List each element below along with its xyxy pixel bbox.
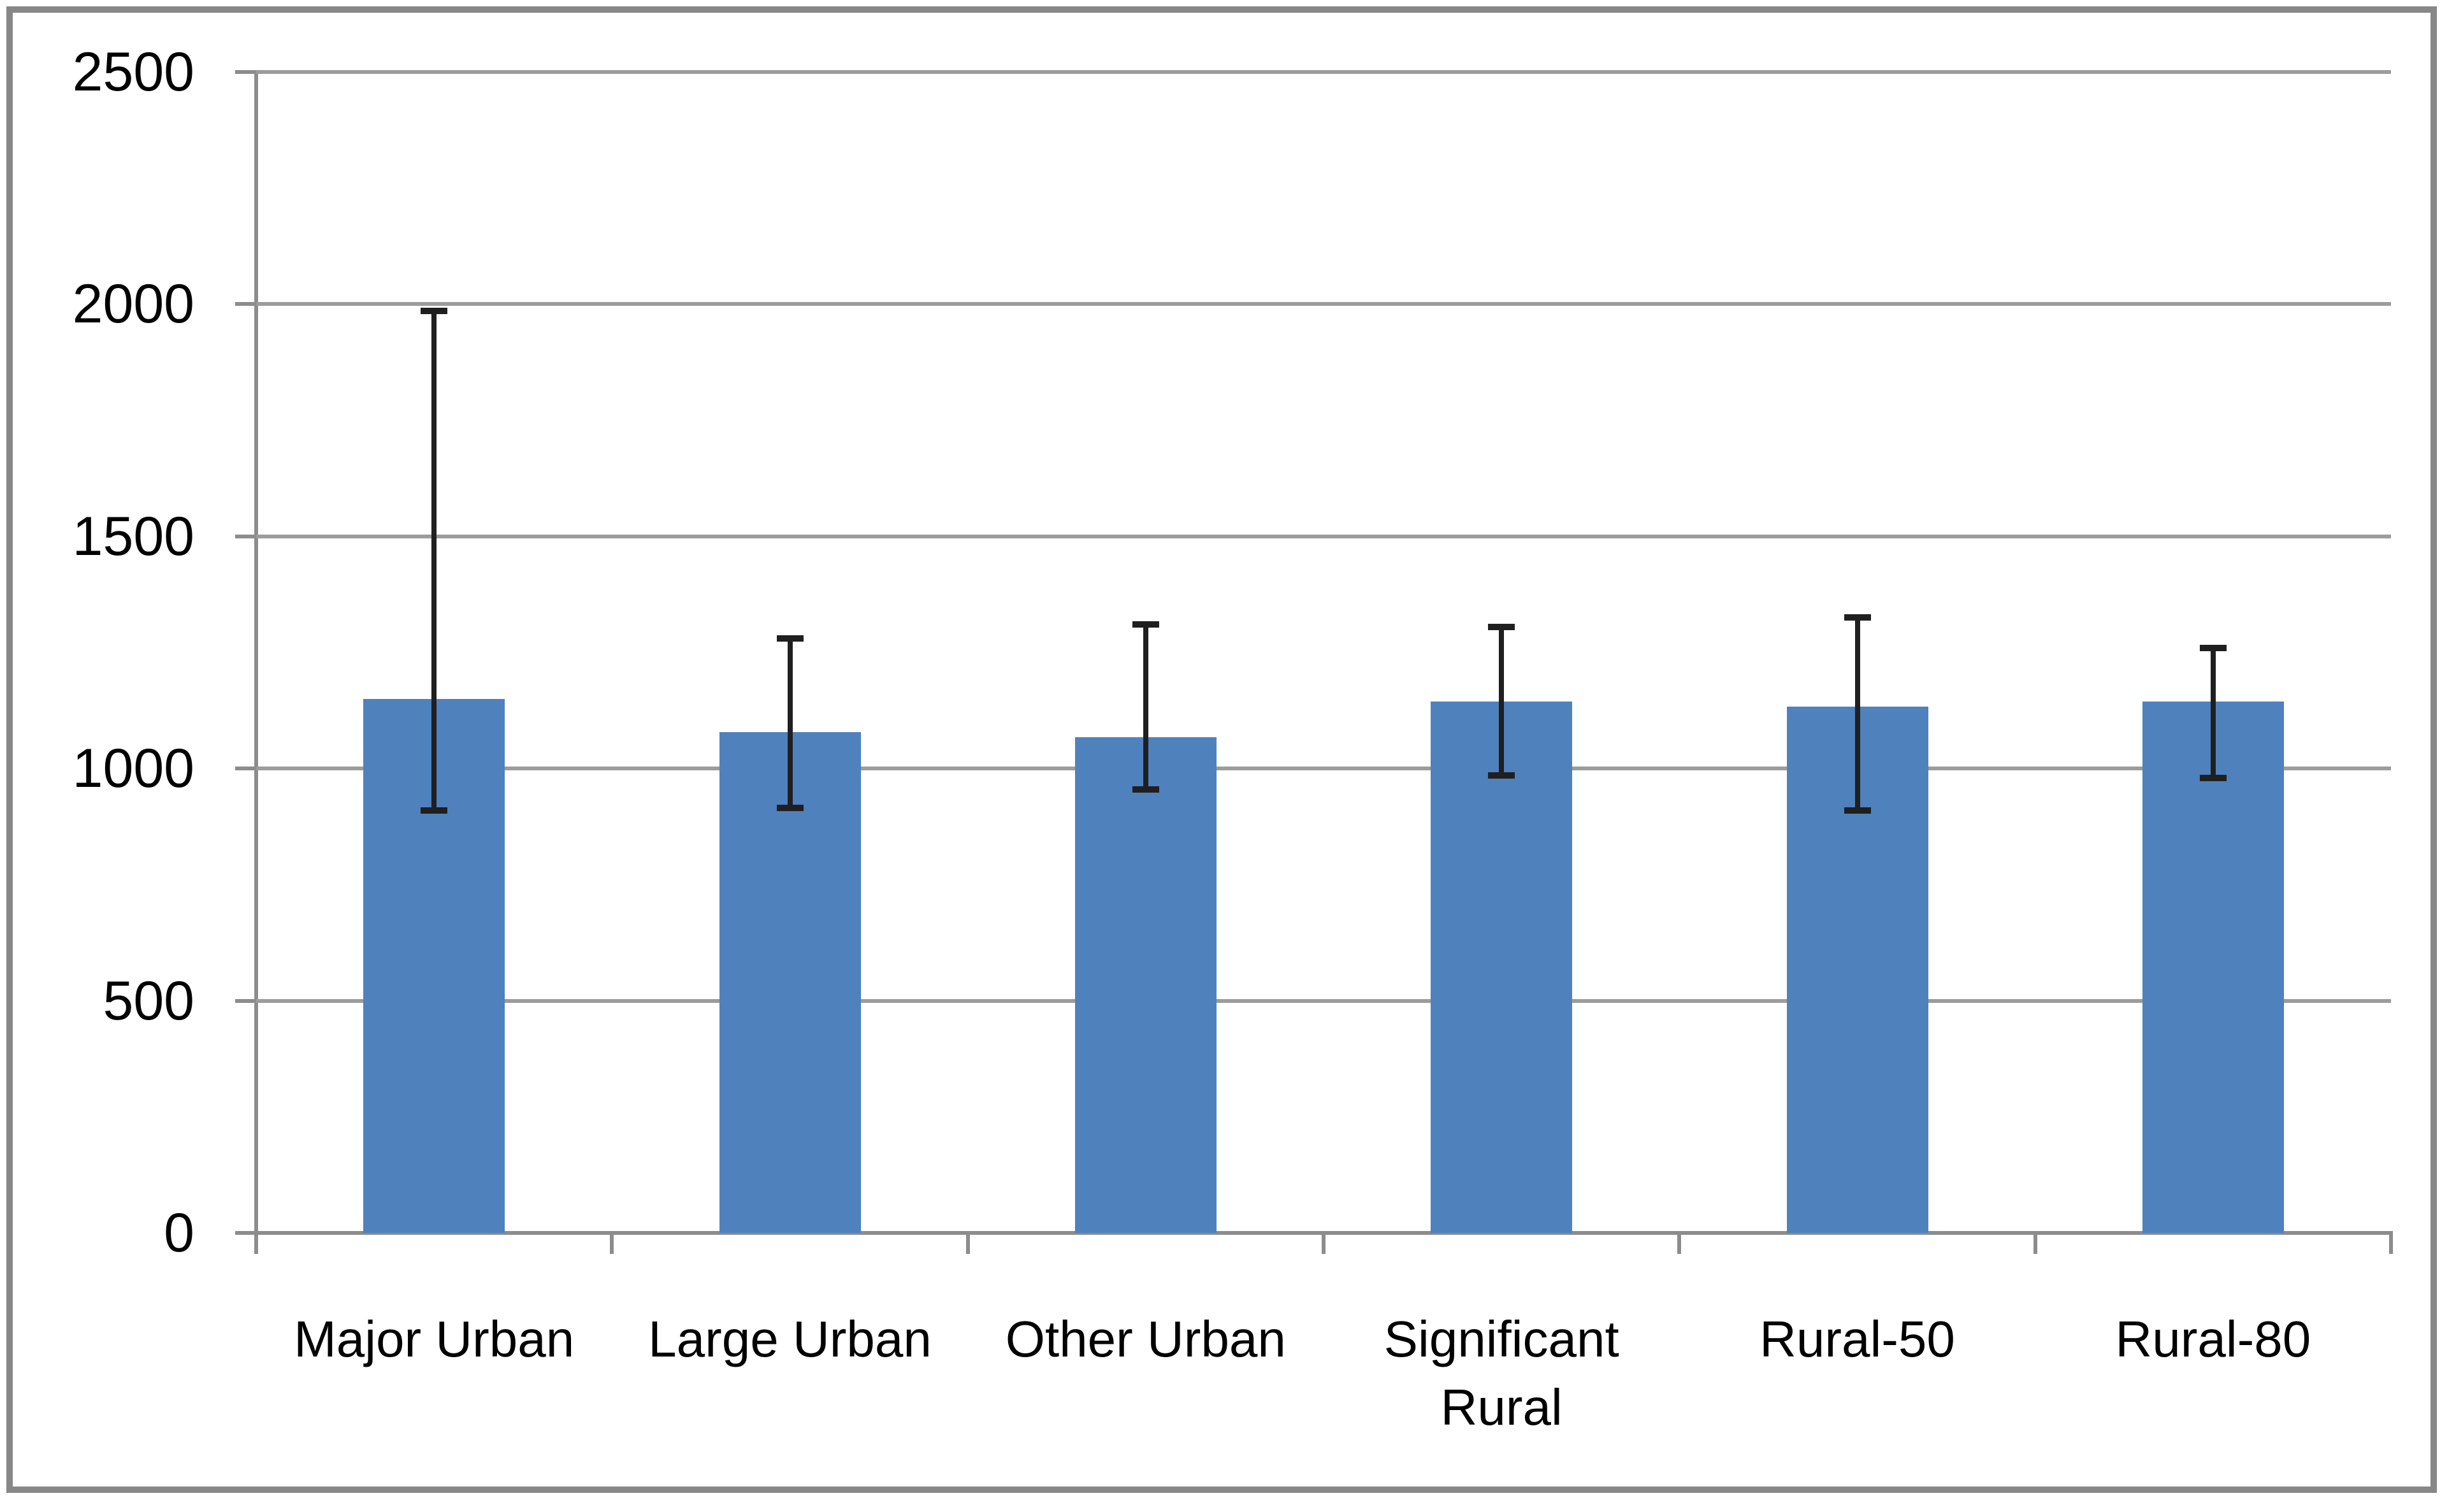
- error-bar-top-cap-major-urban: [421, 308, 448, 315]
- error-bar-top-cap-other-urban: [1132, 621, 1159, 628]
- y-axis-tick: [235, 534, 256, 538]
- error-bar-bottom-cap-other-urban: [1132, 786, 1159, 793]
- error-bar-line-rural-80: [2210, 647, 2216, 778]
- y-axis-tick: [235, 1231, 256, 1235]
- y-axis-tick: [235, 998, 256, 1003]
- x-category-label: Other Urban: [1005, 1311, 1286, 1367]
- error-bar-top-cap-rural-80: [2199, 644, 2227, 651]
- error-bar-bottom-cap-large-urban: [776, 805, 804, 812]
- error-bar-top-cap-rural-50: [1844, 614, 1871, 621]
- x-axis-tick: [254, 1233, 258, 1254]
- x-axis-tick: [965, 1233, 970, 1254]
- error-bar-line-rural-50: [1854, 617, 1860, 810]
- y-tick-label: 1000: [72, 738, 194, 800]
- x-category-label: Large Urban: [648, 1311, 932, 1367]
- y-tick-label: 1500: [72, 505, 194, 567]
- error-bar-line-significant-rural: [1499, 626, 1505, 776]
- error-bar-top-cap-large-urban: [776, 635, 804, 642]
- y-axis-line: [254, 72, 258, 1235]
- gridline: [256, 767, 2391, 771]
- gridline: [256, 302, 2391, 306]
- x-category-label: Significant Rural: [1383, 1311, 1619, 1436]
- error-bar-bottom-cap-major-urban: [421, 807, 448, 814]
- y-tick-label: 2000: [72, 273, 194, 335]
- x-axis-tick: [2389, 1233, 2393, 1254]
- x-axis-tick: [1322, 1233, 1326, 1254]
- y-tick-label: 0: [164, 1202, 194, 1264]
- bar-rural-80: [2142, 701, 2284, 1233]
- plot-area: [235, 70, 2393, 1254]
- y-tick-label: 500: [103, 970, 195, 1032]
- x-axis-tick: [610, 1233, 614, 1254]
- error-bar-bottom-cap-rural-80: [2199, 774, 2227, 781]
- error-bar-line-large-urban: [787, 638, 793, 809]
- x-axis-tick: [1677, 1233, 1682, 1254]
- error-bar-bottom-cap-rural-50: [1844, 807, 1871, 814]
- x-category-label: Major Urban: [294, 1311, 575, 1367]
- error-bar-line-major-urban: [431, 311, 437, 810]
- y-tick-label: 2500: [72, 41, 194, 103]
- chart-outer-border: [6, 6, 2437, 1493]
- bar-significant-rural: [1431, 702, 1573, 1233]
- bar-large-urban: [719, 732, 861, 1233]
- x-axis-tick: [2033, 1233, 2037, 1254]
- y-axis-tick: [235, 302, 256, 306]
- gridline: [256, 534, 2391, 538]
- x-category-label: Rural-50: [1759, 1311, 1955, 1367]
- error-bar-top-cap-significant-rural: [1488, 623, 1515, 630]
- gridline: [256, 70, 2391, 74]
- y-axis-tick: [235, 767, 256, 771]
- y-axis-tick: [235, 70, 256, 74]
- error-bar-line-other-urban: [1143, 624, 1148, 789]
- error-bar-bottom-cap-significant-rural: [1488, 772, 1515, 779]
- bar-other-urban: [1074, 737, 1217, 1233]
- gridline: [256, 998, 2391, 1003]
- x-category-label: Rural-80: [2115, 1311, 2311, 1367]
